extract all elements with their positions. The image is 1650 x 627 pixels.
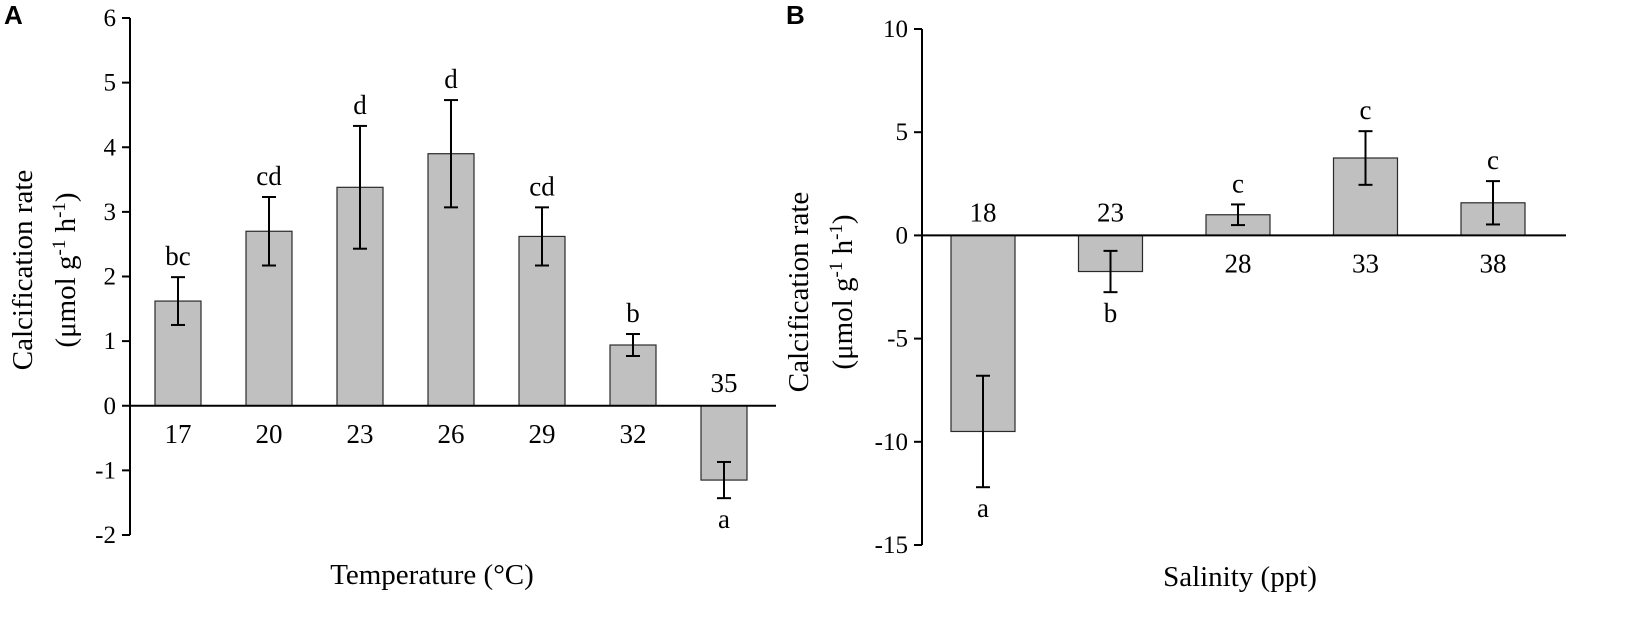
p0-y-tick-label: 2	[104, 264, 117, 291]
p0-error-bar-29	[535, 206, 549, 267]
p1-error-bar-28	[1231, 203, 1245, 227]
p0-error-bar-20	[262, 196, 276, 267]
panel-b-letter: B	[786, 0, 805, 30]
p1-significance-label: a	[977, 493, 989, 523]
p1-error-bar-18	[976, 374, 990, 489]
p1-significance-label: c	[1487, 145, 1499, 175]
p1-category-label: 28	[1225, 248, 1252, 278]
p0-y-tick-label: -1	[95, 457, 116, 484]
p1-error-bar-23	[1103, 249, 1118, 294]
p0-category-label: 32	[620, 419, 647, 449]
p0-error-bar-35	[717, 460, 731, 500]
p0-y-tick-label: 0	[104, 393, 117, 420]
p0-category-label: 26	[438, 419, 465, 449]
p1-y-axis-title-line2: (μmol g-1 h-1)	[826, 214, 859, 369]
p1-y-tick-label: 5	[896, 119, 909, 146]
p0-category-label: 35	[711, 368, 738, 398]
p0-significance-label: cd	[256, 161, 282, 191]
p0-y-axis-title-line2: (μmol g-1 h-1)	[49, 192, 82, 347]
p1-significance-label: c	[1232, 168, 1244, 198]
p1-category-label: 23	[1097, 197, 1124, 227]
p0-significance-label: d	[353, 90, 367, 120]
p0-y-tick-label: 5	[104, 70, 117, 97]
p0-error-bar-17	[171, 276, 185, 326]
panel-a-letter: A	[4, 0, 23, 30]
p1-category-label: 33	[1352, 248, 1379, 278]
p0-error-bar-23	[353, 124, 367, 250]
p0-significance-label: bc	[165, 241, 191, 271]
p0-significance-label: b	[626, 298, 640, 328]
p0-y-tick-label: 6	[104, 5, 117, 32]
p1-significance-label: b	[1104, 298, 1118, 328]
p0-category-label: 29	[529, 419, 556, 449]
p0-significance-label: cd	[529, 171, 555, 201]
p1-y-tick-label: 0	[896, 222, 909, 249]
p1-y-tick-label: -5	[887, 326, 908, 353]
p0-error-bar-32	[626, 333, 640, 357]
p0-x-axis-title: Temperature (°C)	[330, 559, 534, 591]
p1-category-label: 38	[1480, 248, 1507, 278]
chart-panel-a: -2-1012345617bc20cd23d26d29cd32b35aTempe…	[7, 5, 776, 591]
p0-y-tick-label: 4	[104, 134, 117, 161]
p0-significance-label: d	[444, 64, 458, 94]
p0-y-axis-title-line1: Calcification rate	[7, 170, 39, 370]
p1-category-label: 18	[970, 197, 997, 227]
p1-y-tick-label: 10	[883, 16, 908, 43]
chart-panel-b: -15 -10 -5 0 5 10 18 a 23 b 28 c 33 c 38 c Salinity (ppt…	[783, 16, 1566, 593]
p1-y-axis-title-line1: Calcification rate	[783, 192, 815, 392]
p1-error-bar-38	[1486, 180, 1500, 226]
p0-y-tick-label: -2	[95, 522, 116, 549]
p0-category-label: 23	[347, 419, 374, 449]
p0-category-label: 20	[256, 419, 283, 449]
p0-y-tick-label: 3	[104, 199, 117, 226]
p1-y-tick-label: -15	[875, 532, 908, 559]
p0-significance-label: a	[718, 504, 730, 534]
p1-y-tick-label: -10	[875, 429, 908, 456]
p0-category-label: 17	[165, 419, 192, 449]
p1-error-bar-33	[1358, 130, 1373, 186]
p0-error-bar-26	[444, 99, 458, 209]
p0-y-tick-label: 1	[104, 328, 117, 355]
p1-significance-label: c	[1360, 95, 1372, 125]
p1-x-axis-title: Salinity (ppt)	[1163, 561, 1317, 593]
